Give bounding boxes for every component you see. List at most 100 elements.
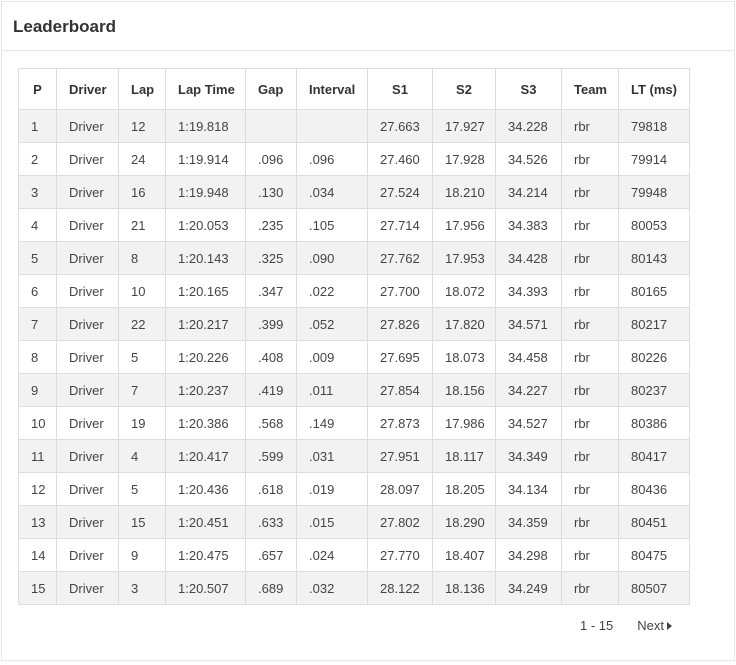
cell-lap: 4 [118,439,166,473]
cell-driver: Driver [56,571,119,605]
cell-lap-time: 1:20.451 [165,505,246,539]
cell-s3: 34.383 [495,208,562,242]
cell-s3: 34.214 [495,175,562,209]
cell-interval: .022 [296,274,368,308]
column-header-lap[interactable]: Lap [118,68,166,110]
cell-lt-ms: 80386 [618,406,690,440]
cell-team: rbr [561,307,619,341]
column-header-s2[interactable]: S2 [432,68,496,110]
cell-s1: 27.524 [367,175,433,209]
cell-team: rbr [561,208,619,242]
cell-gap: .130 [245,175,297,209]
cell-gap: .689 [245,571,297,605]
cell-lap-time: 1:20.386 [165,406,246,440]
cell-lap-time: 1:20.417 [165,439,246,473]
cell-gap: .325 [245,241,297,275]
cell-interval: .019 [296,472,368,506]
cell-lap-time: 1:19.914 [165,142,246,176]
cell-interval: .052 [296,307,368,341]
column-header-gap[interactable]: Gap [245,68,297,110]
column-header-s1[interactable]: S1 [367,68,433,110]
cell-team: rbr [561,340,619,374]
cell-s1: 27.873 [367,406,433,440]
cell-lt-ms: 79914 [618,142,690,176]
column-header-s3[interactable]: S3 [495,68,562,110]
column-header-driver[interactable]: Driver [56,68,119,110]
cell-lap-time: 1:20.217 [165,307,246,341]
cell-position: 6 [18,274,57,308]
cell-position: 8 [18,340,57,374]
next-page-button[interactable]: Next [637,618,672,633]
cell-team: rbr [561,406,619,440]
cell-s3: 34.428 [495,241,562,275]
cell-team: rbr [561,472,619,506]
column-header-team[interactable]: Team [561,68,619,110]
triangle-right-icon [666,621,672,630]
next-page-label: Next [637,618,664,633]
cell-s3: 34.458 [495,340,562,374]
table-row: 6 Driver 10 1:20.165.347.022 27.700 18.072 34.… [18,274,690,308]
table-row: 11 Driver 4 1:20.417.599.031 27.951 18.117 34.… [18,439,690,473]
cell-gap: .618 [245,472,297,506]
cell-lt-ms: 79948 [618,175,690,209]
table-row: 3 Driver 16 1:19.948.130.034 27.524 18.210 34.… [18,175,690,209]
table-row: 4 Driver 21 1:20.053.235.105 27.714 17.956 34.… [18,208,690,242]
cell-lap-time: 1:19.948 [165,175,246,209]
cell-s1: 27.695 [367,340,433,374]
cell-gap: .568 [245,406,297,440]
cell-position: 11 [18,439,57,473]
cell-lap-time: 1:20.237 [165,373,246,407]
cell-team: rbr [561,505,619,539]
cell-gap: .347 [245,274,297,308]
cell-team: rbr [561,538,619,572]
cell-lap: 16 [118,175,166,209]
cell-gap: .399 [245,307,297,341]
cell-lap-time: 1:20.475 [165,538,246,572]
cell-s3: 34.134 [495,472,562,506]
cell-driver: Driver [56,439,119,473]
cell-driver: Driver [56,406,119,440]
cell-gap [245,109,297,143]
cell-lap-time: 1:19.818 [165,109,246,143]
column-header-lt-ms[interactable]: LT (ms) [618,68,690,110]
cell-team: rbr [561,175,619,209]
cell-position: 10 [18,406,57,440]
column-header-interval[interactable]: Interval [296,68,368,110]
cell-driver: Driver [56,373,119,407]
cell-s2: 17.953 [432,241,496,275]
cell-lap: 19 [118,406,166,440]
table-row: 9 Driver 7 1:20.237.419.011 27.854 18.156 34.2… [18,373,690,407]
cell-s1: 27.700 [367,274,433,308]
cell-position: 14 [18,538,57,572]
cell-lt-ms: 80451 [618,505,690,539]
cell-position: 1 [18,109,57,143]
cell-team: rbr [561,142,619,176]
cell-lt-ms: 80143 [618,241,690,275]
column-header-position[interactable]: P [18,68,57,110]
cell-lap-time: 1:20.143 [165,241,246,275]
cell-s2: 17.820 [432,307,496,341]
table-row: 2 Driver 24 1:19.914.096.096 27.460 17.928 34.… [18,142,690,176]
cell-driver: Driver [56,538,119,572]
cell-lap-time: 1:20.165 [165,274,246,308]
cell-interval: .015 [296,505,368,539]
cell-lap-time: 1:20.507 [165,571,246,605]
cell-lt-ms: 80217 [618,307,690,341]
cell-interval: .032 [296,571,368,605]
cell-interval: .105 [296,208,368,242]
table-row: 14 Driver 9 1:20.475.657.024 27.770 18.407 34.… [18,538,690,572]
cell-s1: 28.097 [367,472,433,506]
cell-position: 3 [18,175,57,209]
cell-driver: Driver [56,307,119,341]
cell-s2: 18.136 [432,571,496,605]
cell-team: rbr [561,241,619,275]
cell-lap: 3 [118,571,166,605]
table-row: 10 Driver 19 1:20.386.568.149 27.873 17.986 34… [18,406,690,440]
cell-s1: 27.770 [367,538,433,572]
cell-s3: 34.393 [495,274,562,308]
cell-lt-ms: 80165 [618,274,690,308]
table-row: 1 Driver 12 1:19.818 27.663 17.927 34.228 rbr 79… [18,109,690,143]
column-header-lap-time[interactable]: Lap Time [165,68,246,110]
cell-s1: 27.802 [367,505,433,539]
cell-interval: .031 [296,439,368,473]
